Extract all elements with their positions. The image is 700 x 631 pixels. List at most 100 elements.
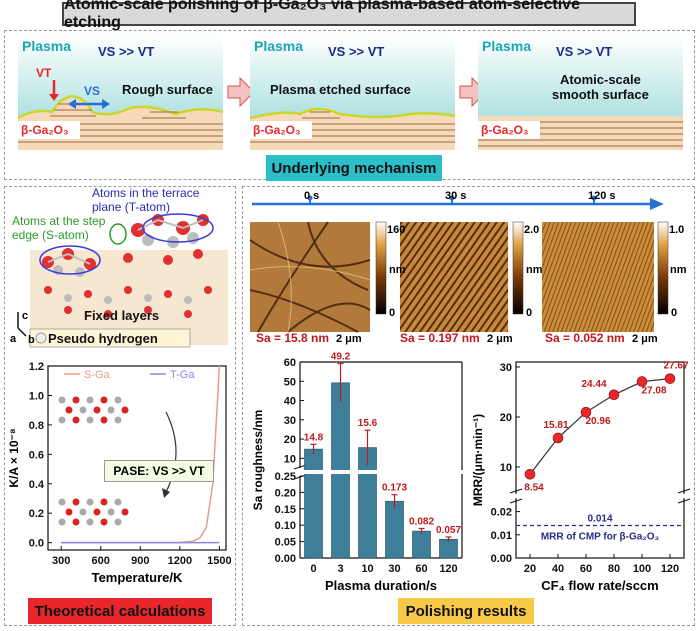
- y-tick-label: 0.4: [29, 479, 45, 491]
- plasma-label-3: Plasma: [482, 38, 532, 54]
- mrr-point: [552, 432, 564, 444]
- mrr-point: [636, 376, 648, 387]
- y-tick-label: 0.00: [275, 553, 296, 565]
- theory-area: [4, 186, 236, 626]
- afm-sa-1: Sa = 15.8 nm: [256, 331, 330, 345]
- afm-scalebar-1: 2 μm: [336, 333, 362, 345]
- mrr-point: [608, 389, 620, 401]
- y-tick-label: 0.00: [491, 553, 512, 565]
- y-tick-label: 0.6: [29, 449, 44, 461]
- timeline-arrowhead: [650, 198, 664, 210]
- afm-scalebar-3: 2 μm: [632, 333, 658, 345]
- x-axis-label: Plasma duration/s: [325, 578, 437, 593]
- afm-scale-min-2: 0: [526, 307, 533, 319]
- polishing-area: [242, 186, 695, 626]
- molecule-atom: [79, 406, 87, 414]
- afm-scale-max-3: 1.0: [669, 224, 685, 236]
- mrr-point: [524, 469, 536, 480]
- x-tick-label: 60: [415, 563, 427, 575]
- bar-value-label: 0.057: [436, 525, 461, 536]
- plasma-label-2: Plasma: [254, 38, 304, 54]
- rough-surface-label: Rough surface: [122, 82, 214, 97]
- y-tick-label: 20: [500, 412, 512, 424]
- timeline-0s: 0 s: [304, 190, 320, 202]
- bar-break: [357, 470, 378, 474]
- molecule-atom: [58, 396, 66, 404]
- y-tick-label: 30: [284, 415, 296, 427]
- molecule-atom: [65, 508, 73, 516]
- plot-frame: [47, 365, 227, 551]
- pase-arrowhead: [162, 488, 170, 498]
- y-axis-label: Sa roughness/nm: [251, 410, 265, 511]
- point-value-label: 15.81: [543, 420, 568, 431]
- vt-label: VT: [36, 66, 52, 80]
- smooth-surface-label: Atomic-scale smooth surface: [552, 72, 649, 102]
- y-tick-label: 0.0: [29, 538, 44, 550]
- x-tick-label: 600: [92, 555, 110, 567]
- y-axis-label: MRR/(μm·min⁻¹): [471, 414, 485, 506]
- axis-c-label: c: [22, 310, 29, 322]
- y-tick-label: 0.01: [491, 530, 512, 542]
- y-tick-label: 20: [284, 434, 296, 446]
- material-label-1: β-Ga₂O₃: [21, 123, 69, 137]
- mechanism-panels: [17, 36, 683, 150]
- theory-badge: Theoretical calculations: [28, 598, 212, 624]
- y-tick-label: 60: [284, 357, 296, 369]
- y-tick-label: 1.0: [29, 390, 44, 402]
- x-tick-label: 900: [131, 555, 149, 567]
- x-axis-label: CF₄ flow rate/sccm: [541, 578, 658, 593]
- mrr-point: [580, 406, 592, 418]
- molecule-atom: [65, 406, 73, 414]
- molecule-atom: [114, 498, 122, 506]
- step-atom-label: Atoms at the step edge (S-atom): [12, 214, 106, 242]
- x-tick-label: 120: [439, 563, 457, 575]
- molecule-atom: [93, 508, 101, 516]
- molecule-atom: [100, 498, 108, 506]
- molecule-atom: [107, 508, 115, 516]
- axis-a-label: a: [10, 333, 17, 345]
- molecule-atom: [86, 416, 94, 424]
- molecule-atom: [79, 508, 87, 516]
- speed-label-1: VS >> VT: [98, 44, 155, 59]
- point-value-label: 20.96: [585, 416, 610, 427]
- afm-image-120s: [542, 222, 654, 332]
- axis-break-mark: [509, 488, 523, 494]
- y-tick-label: 0.20: [275, 487, 296, 499]
- terrace-atom-label: Atoms in the terrace plane (T-atom): [92, 186, 200, 214]
- molecule-atom: [114, 518, 122, 526]
- molecule-atom: [121, 406, 129, 414]
- molecule-atom: [107, 406, 115, 414]
- y-tick-label: 10: [500, 462, 512, 474]
- afm-image-0s: [249, 221, 371, 333]
- timeline: [252, 195, 664, 210]
- molecule-atom: [58, 498, 66, 506]
- afm-scale-max-2: 2.0: [524, 224, 540, 236]
- afm-images: [249, 221, 669, 333]
- bar-value-label: 15.6: [358, 418, 378, 429]
- bar-value-label: 14.8: [304, 432, 324, 443]
- x-tick-label: 120: [661, 563, 679, 575]
- axis-b-label: b: [28, 334, 35, 346]
- molecule-atom: [72, 396, 80, 404]
- x-tick-label: 300: [52, 555, 70, 567]
- bar-0: [304, 448, 323, 559]
- bar-break: [303, 470, 324, 474]
- point-value-label: 8.54: [524, 482, 544, 493]
- figure-title: Atomic-scale polishing of β-Ga₂O₃ via pl…: [62, 0, 636, 31]
- speed-label-3: VS >> VT: [556, 44, 613, 59]
- point-value-label: 27.08: [641, 386, 666, 397]
- afm-sa-2: Sa = 0.197 nm: [400, 331, 480, 345]
- axis-break-mark: [509, 498, 523, 504]
- speed-label-2: VS >> VT: [328, 44, 385, 59]
- molecule-atom: [72, 518, 80, 526]
- plot-frame: [515, 361, 685, 559]
- plasma-label-1: Plasma: [22, 38, 72, 54]
- afm-image-30s: [400, 222, 508, 332]
- x-tick-label: 40: [552, 563, 564, 575]
- y-tick-label: 0.25: [275, 471, 296, 483]
- molecule-atom: [114, 396, 122, 404]
- molecule-atom: [100, 416, 108, 424]
- cmp-reference-text: MRR of CMP for β-Ga₂O₃: [541, 532, 660, 543]
- fixed-layers-label: Fixed layers: [84, 308, 160, 323]
- afm-unit-2: nm: [526, 264, 543, 276]
